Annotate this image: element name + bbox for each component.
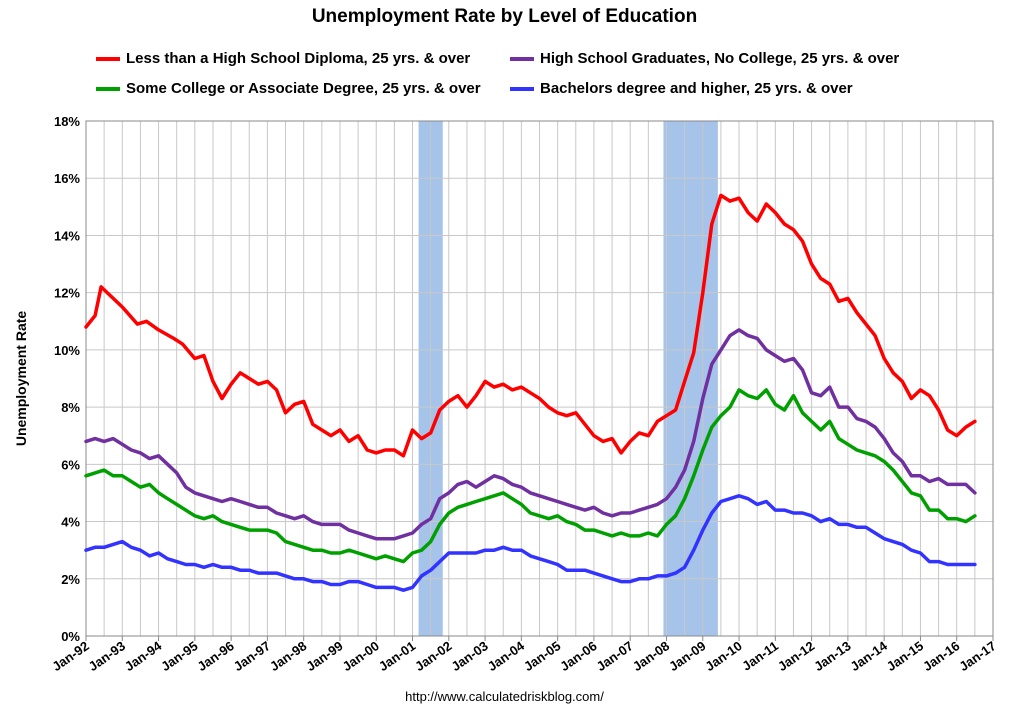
x-tick-label: Jan-03 [448, 638, 490, 674]
x-tick-label: Jan-96 [194, 638, 236, 674]
y-axis-label: Unemployment Rate [13, 311, 29, 447]
y-tick-label: 8% [61, 400, 80, 415]
y-tick-label: 18% [54, 114, 80, 129]
y-tick-label: 16% [54, 171, 80, 186]
x-tick-label: Jan-94 [122, 638, 165, 674]
x-tick-label: Jan-11 [739, 638, 781, 674]
series-line-0 [84, 193, 977, 458]
x-tick-label: Jan-07 [594, 638, 636, 674]
x-tick-label: Jan-10 [702, 638, 744, 674]
grid-lines [85, 120, 994, 637]
legend-item-some-college: Some College or Associate Degree, 25 yrs… [96, 80, 481, 97]
x-tick-label: Jan-14 [848, 638, 891, 674]
legend-swatch [96, 56, 120, 61]
legend-swatch [96, 86, 120, 91]
y-tick-label: 14% [54, 228, 80, 243]
x-tick-label: Jan-17 [956, 638, 998, 674]
x-tick-label: Jan-00 [340, 638, 382, 674]
x-tick-label: Jan-99 [303, 638, 345, 674]
legend-swatch [510, 56, 534, 61]
y-tick-label: 12% [54, 286, 80, 301]
x-tick-label: Jan-13 [811, 638, 853, 674]
x-tick-label: Jan-01 [376, 638, 418, 674]
x-tick-label: Jan-93 [86, 638, 128, 674]
source-url: http://www.calculatedriskblog.com/ [405, 689, 604, 704]
chart-legend: Less than a High School Diploma, 25 yrs.… [0, 44, 1009, 110]
x-tick-label: Jan-95 [158, 638, 200, 674]
legend-item-high-school-graduates: High School Graduates, No College, 25 yr… [510, 50, 899, 67]
plot-border [85, 120, 994, 637]
x-tick-label: Jan-02 [412, 638, 454, 674]
x-tick-label: Jan-09 [666, 638, 708, 674]
y-tick-label: 10% [54, 343, 80, 358]
x-tick-label: Jan-16 [920, 638, 962, 674]
legend-label: Bachelors degree and higher, 25 yrs. & o… [540, 80, 853, 97]
legend-item-less-than-high-school: Less than a High School Diploma, 25 yrs.… [96, 50, 470, 67]
x-tick-label: Jan-04 [485, 638, 528, 674]
x-tick-label: Jan-08 [630, 638, 672, 674]
legend-swatch [510, 86, 534, 91]
y-tick-label: 4% [61, 515, 80, 530]
series-line-2 [84, 388, 977, 564]
series-line-1 [84, 328, 977, 541]
x-tick-label: Jan-06 [557, 638, 599, 674]
legend-label: Less than a High School Diploma, 25 yrs.… [126, 50, 471, 67]
x-tick-label: Jan-98 [267, 638, 309, 674]
x-tick-label: Jan-15 [884, 638, 926, 674]
series-lines [84, 193, 977, 592]
x-tick-label: Jan-05 [521, 638, 563, 674]
chart-title: Unemployment Rate by Level of Education [311, 6, 698, 27]
x-tick-label: Jan-12 [775, 638, 817, 674]
y-tick-label: 6% [61, 457, 80, 472]
recession-bands [418, 121, 718, 636]
x-tick-label: Jan-97 [231, 638, 273, 674]
series-line-3 [84, 494, 977, 592]
axes: 0%2%4%6%8%10%12%14%16%18%Jan-92Jan-93Jan… [49, 114, 998, 674]
legend-label: Some College or Associate Degree, 25 yrs… [126, 80, 481, 97]
legend-label: High School Graduates, No College, 25 yr… [540, 50, 900, 67]
y-tick-label: 0% [61, 629, 80, 644]
y-tick-label: 2% [61, 572, 80, 587]
legend-item-bachelors: Bachelors degree and higher, 25 yrs. & o… [510, 80, 853, 97]
